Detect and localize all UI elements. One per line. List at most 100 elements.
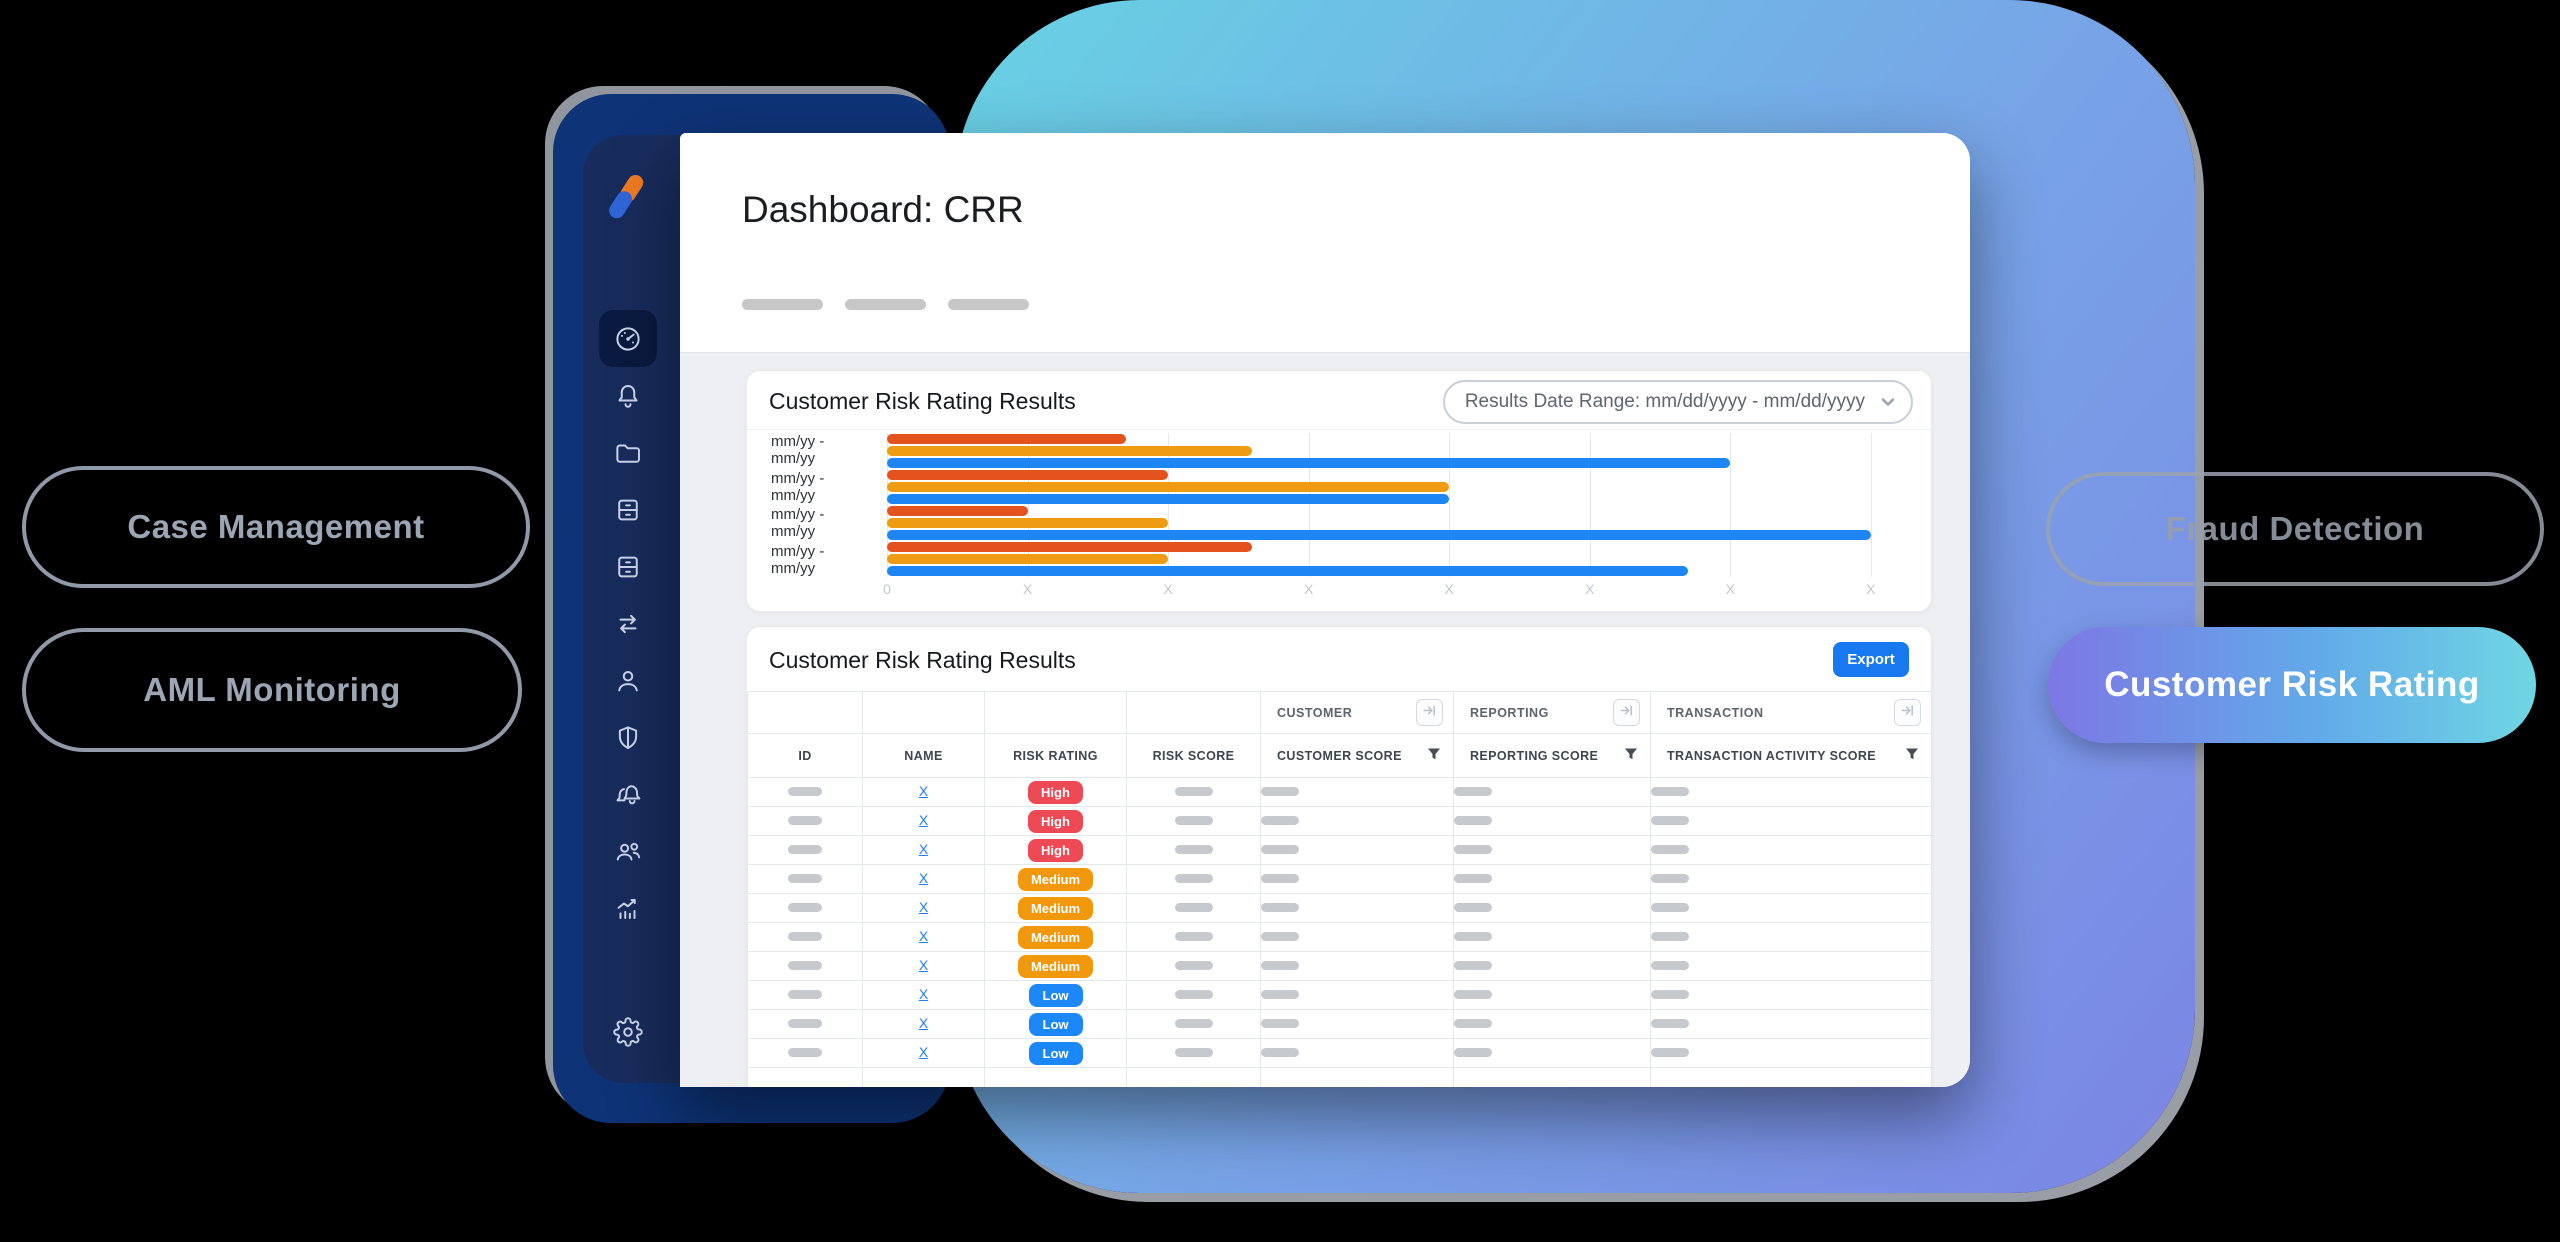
score-placeholder xyxy=(1454,1019,1492,1028)
double-bell-icon xyxy=(613,780,643,810)
column-header-risk-score: RISK SCORE xyxy=(1126,733,1261,778)
sidebar-item-transactions[interactable] xyxy=(599,595,657,652)
bar-red xyxy=(887,434,1126,444)
id-placeholder xyxy=(788,816,822,825)
date-range-dropdown[interactable]: Results Date Range: mm/dd/yyyy - mm/dd/y… xyxy=(1442,380,1913,424)
score-placeholder xyxy=(1651,1019,1689,1028)
window-body: Customer Risk Rating Results Results Dat… xyxy=(680,353,1970,1087)
table-row: X Low xyxy=(747,980,1932,1010)
table-row: X Low xyxy=(747,1009,1932,1039)
sidebar-item-alerts[interactable] xyxy=(599,766,657,823)
reporting-score-cell xyxy=(1453,893,1651,923)
table-row: X Medium xyxy=(747,922,1932,952)
name-link[interactable]: X xyxy=(918,986,929,1002)
group-header-label: REPORTING xyxy=(1470,705,1549,720)
score-placeholder xyxy=(1261,1019,1299,1028)
sidebar-item-records-2[interactable] xyxy=(599,538,657,595)
score-placeholder xyxy=(1651,816,1689,825)
score-placeholder xyxy=(1174,932,1213,941)
score-placeholder xyxy=(1174,903,1213,912)
name-link[interactable]: X xyxy=(918,957,929,973)
sidebar-item-notifications[interactable] xyxy=(599,367,657,424)
filter-funnel-icon[interactable] xyxy=(1905,747,1919,764)
chart-category-label: mm/yy - mm/yy xyxy=(771,542,825,577)
score-placeholder xyxy=(1651,990,1689,999)
customer-score-cell xyxy=(1260,922,1454,952)
id-placeholder xyxy=(788,932,822,941)
name-cell: X xyxy=(862,1038,985,1068)
score-placeholder xyxy=(1174,990,1213,999)
table-row: X High xyxy=(747,777,1932,807)
risk-score-cell xyxy=(1126,893,1261,923)
sidebar-nav xyxy=(599,310,657,937)
table-row: X High xyxy=(747,835,1932,865)
risk-rating-bar-chart: mm/yy - mm/yy mm/yy - mm/yy mm/yy - mm/yy m… xyxy=(771,433,1913,601)
column-header-id: ID xyxy=(747,733,863,778)
risk-score-cell xyxy=(1126,806,1261,836)
chart-category-labels: mm/yy - mm/yy mm/yy - mm/yy mm/yy - mm/yy m… xyxy=(771,433,875,577)
bar-orange xyxy=(887,554,1169,564)
transaction-score-cell xyxy=(1650,777,1932,807)
score-placeholder xyxy=(1174,845,1213,854)
name-link[interactable]: X xyxy=(918,812,929,828)
name-link[interactable]: X xyxy=(918,899,929,915)
customer-score-cell xyxy=(1260,893,1454,923)
table-row: X Medium xyxy=(747,893,1932,923)
sidebar-item-settings[interactable] xyxy=(599,1004,657,1060)
x-axis-tick-label: X xyxy=(1866,581,1876,597)
risk-rating-cell: Low xyxy=(984,980,1127,1010)
chart-gridline xyxy=(1589,433,1591,577)
sidebar-item-teams[interactable] xyxy=(599,823,657,880)
score-placeholder xyxy=(1454,932,1492,941)
customer-score-cell xyxy=(1260,864,1454,894)
risk-rating-badge: Low xyxy=(1028,1012,1083,1036)
name-link[interactable]: X xyxy=(918,1015,929,1031)
score-placeholder xyxy=(1174,961,1213,970)
risk-rating-cell: Medium xyxy=(984,951,1127,981)
risk-rating-cell: High xyxy=(984,835,1127,865)
reporting-score-cell xyxy=(1453,951,1651,981)
user-icon xyxy=(613,666,643,696)
pin-column-button[interactable] xyxy=(1894,699,1921,726)
sidebar-item-analytics[interactable] xyxy=(599,880,657,937)
name-link[interactable]: X xyxy=(918,928,929,944)
bar-blue xyxy=(887,494,1450,504)
bar-blue xyxy=(887,458,1731,468)
filter-funnel-icon[interactable] xyxy=(1427,747,1441,764)
chart-bar-group xyxy=(887,470,1913,504)
name-cell: X xyxy=(862,951,985,981)
chart-bar-group xyxy=(887,542,1913,576)
score-placeholder xyxy=(1261,787,1299,796)
sidebar-item-records[interactable] xyxy=(599,481,657,538)
name-cell: X xyxy=(862,806,985,836)
pin-column-button[interactable] xyxy=(1416,699,1443,726)
id-cell xyxy=(747,951,863,981)
id-placeholder xyxy=(788,874,822,883)
filter-funnel-icon[interactable] xyxy=(1624,747,1638,764)
sidebar-item-cases[interactable] xyxy=(599,424,657,481)
folder-icon xyxy=(613,438,643,468)
score-placeholder xyxy=(1651,961,1689,970)
x-axis-tick-label: X xyxy=(1163,581,1173,597)
score-placeholder xyxy=(1261,874,1299,883)
sidebar-item-security[interactable] xyxy=(599,709,657,766)
sidebar-item-dashboard[interactable] xyxy=(599,310,657,367)
results-table: CUSTOMER REPORTING TRANSACTION ID NAME RIS… xyxy=(747,691,1932,1087)
risk-score-cell xyxy=(1126,1009,1261,1039)
name-link[interactable]: X xyxy=(918,841,929,857)
score-placeholder xyxy=(1174,874,1213,883)
chart-plot-area xyxy=(887,433,1913,577)
name-link[interactable]: X xyxy=(918,870,929,886)
score-placeholder xyxy=(1174,816,1213,825)
customer-score-cell xyxy=(1260,835,1454,865)
chart-bars xyxy=(887,434,1913,576)
name-link[interactable]: X xyxy=(918,1044,929,1060)
sidebar-item-customers[interactable] xyxy=(599,652,657,709)
pin-column-button[interactable] xyxy=(1613,699,1640,726)
id-cell xyxy=(747,980,863,1010)
export-button[interactable]: Export xyxy=(1833,642,1909,677)
score-placeholder xyxy=(1651,874,1689,883)
name-link[interactable]: X xyxy=(918,783,929,799)
score-placeholder xyxy=(1261,903,1299,912)
